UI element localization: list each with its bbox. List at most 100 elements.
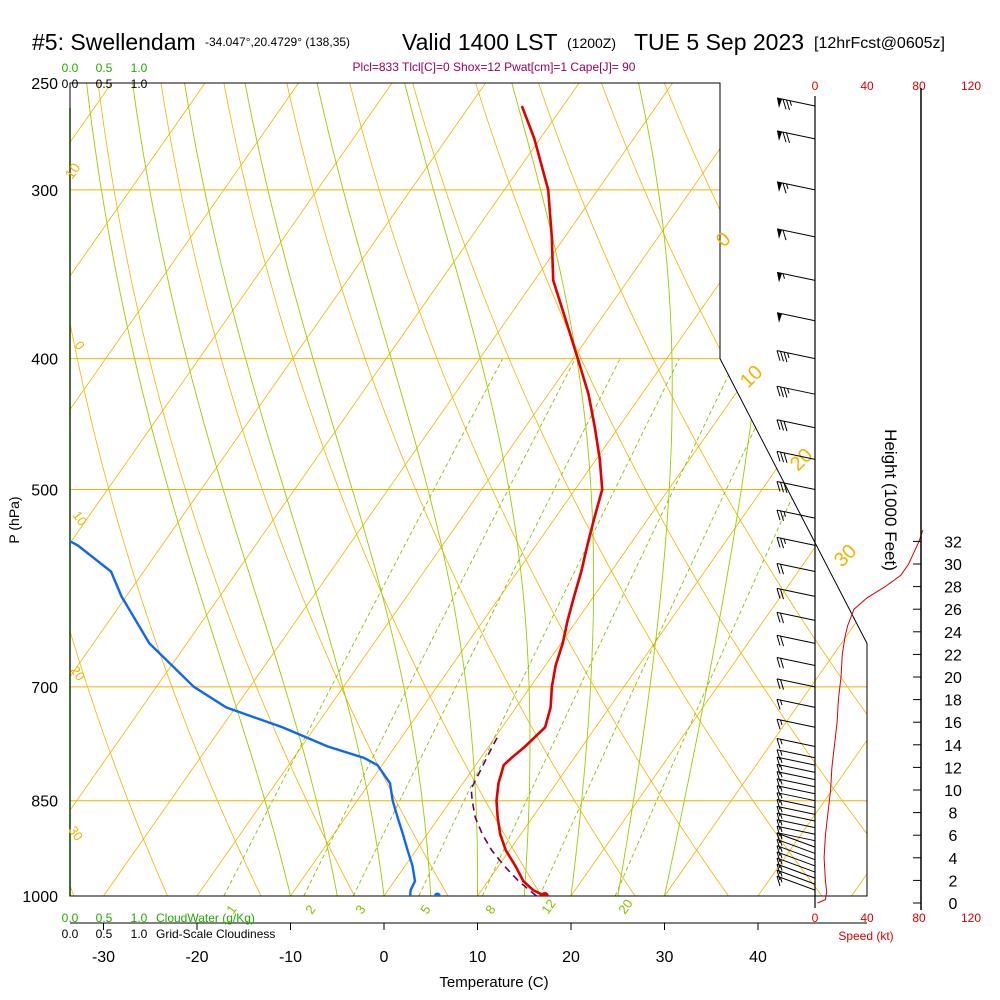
dewpoint-profile-line	[70, 105, 417, 896]
wind-speed-line	[817, 529, 924, 904]
wind-barb-staff	[776, 771, 816, 781]
pressure-tick-label: 400	[31, 352, 58, 369]
wind-barb-half	[780, 739, 783, 745]
cloud-water-tick-bottom: 0.0	[62, 911, 79, 925]
wind-barb	[776, 832, 816, 843]
wind-barb	[776, 863, 816, 879]
wind-barb-full	[776, 588, 781, 599]
wind-barb-full	[776, 350, 781, 361]
pressure-tick-label: 1000	[22, 889, 58, 906]
wind-barb-full	[776, 749, 781, 760]
isotherm-line	[70, 83, 597, 896]
cloudiness-tick-bottom: 1.0	[131, 927, 148, 941]
temperature-tick-label: -10	[279, 949, 302, 966]
wind-barb-half	[780, 826, 783, 833]
wind-barb	[776, 385, 816, 398]
wind-barb-half	[780, 853, 783, 859]
wind-barb-staff	[776, 587, 816, 597]
isotherm-line	[70, 83, 410, 896]
wind-barb-staff	[776, 825, 816, 835]
wind-barb-staff	[776, 763, 816, 773]
moist-adiabat-line	[398, 83, 531, 896]
wind-barb-half	[780, 757, 783, 764]
wind-barb	[776, 271, 816, 283]
wind-barb-full	[776, 771, 781, 782]
height-axis-label: Height (1000 Feet)	[881, 429, 900, 571]
wind-barb-full	[776, 826, 781, 837]
wind-barb-full	[776, 875, 781, 887]
cloud-water-tick-top: 1.0	[131, 61, 148, 75]
wind-barb-full	[780, 386, 784, 398]
pressure-axis: 250 300 400 500 700 850 1000	[22, 76, 58, 906]
wind-barbs	[776, 97, 816, 891]
wind-barb-full	[780, 482, 784, 493]
wind-barb	[776, 509, 816, 521]
wind-barb-half	[780, 793, 783, 799]
wind-barb-staff	[776, 350, 816, 360]
cloud-water-tick-bottom: 1.0	[131, 911, 148, 925]
wind-barb-staff	[776, 718, 816, 728]
wind-barb-half	[780, 786, 783, 792]
wind-barb-staff	[776, 738, 816, 748]
wind-barb-half	[786, 183, 789, 190]
pressure-tick-label: 500	[31, 483, 58, 500]
moist-adiabat-line	[504, 83, 595, 896]
wind-barb-full	[776, 563, 781, 574]
speed-tick-top: 0	[812, 79, 819, 93]
wind-barb-staff	[776, 785, 816, 795]
wind-barb	[776, 785, 816, 796]
wind-barb-full	[780, 658, 784, 669]
temperature-axis-label: Temperature (C)	[439, 974, 548, 991]
isotherm-line	[70, 83, 503, 896]
height-tick-label: 2	[949, 873, 958, 890]
surface-dewpoint-dot	[433, 892, 441, 896]
wind-barb-full	[776, 481, 781, 492]
parcel-profile-line	[470, 734, 537, 896]
cloud-water-label: CloudWater (g/Kg)	[156, 911, 255, 925]
wind-barb-staff	[776, 863, 816, 879]
wind-barb-flag	[777, 181, 782, 192]
wind-barb-half	[787, 352, 790, 358]
wind-barb-staff	[776, 385, 816, 395]
moist-adiabat-line	[180, 83, 385, 896]
left-isotherm-label: 10	[70, 508, 91, 528]
wind-barb-full	[783, 421, 788, 432]
wind-barb	[776, 763, 816, 775]
wind-barb-full	[783, 387, 788, 398]
wind-barb-half	[780, 779, 783, 785]
isotherm-line	[70, 83, 316, 896]
wind-barb-half	[782, 273, 785, 279]
wind-barb	[776, 812, 816, 824]
temperature-tick-label: 40	[749, 949, 767, 966]
wind-barb-full	[780, 351, 784, 362]
wind-barb-full	[776, 806, 781, 817]
wind-barb-half	[789, 100, 792, 106]
height-tick-label: 10	[944, 783, 962, 800]
wind-barb-staff	[776, 657, 816, 666]
wind-barb-full	[776, 537, 781, 548]
moist-adiabat-line	[617, 83, 673, 896]
wind-barb-staff	[776, 749, 816, 759]
wind-barb-staff	[776, 857, 816, 873]
wind-barb-full	[780, 612, 784, 624]
wind-barb	[776, 851, 816, 867]
surface-temperature-dot	[540, 892, 549, 896]
moist-adiabat-line	[240, 83, 432, 896]
wind-barb-half	[780, 806, 783, 813]
cloud-scales: 0.0 0.0 0.0 0.0 0.5 0.5 0.5 0.5 1.0 1.0 1.0 1.0	[62, 61, 148, 941]
wind-barb	[776, 634, 816, 647]
wind-barb-staff	[776, 845, 816, 861]
cloudiness-label: Grid-Scale Cloudiness	[156, 927, 275, 941]
height-tick-label: 26	[944, 602, 962, 619]
wind-barb	[776, 819, 816, 830]
temperature-tick-label: -20	[185, 949, 208, 966]
wind-barb-full	[782, 132, 787, 143]
wind-barb	[776, 857, 816, 873]
height-tick-label: 24	[944, 625, 962, 642]
wind-barb-full	[780, 510, 784, 521]
wind-barb-staff	[776, 869, 816, 885]
wind-barb-full	[782, 229, 787, 241]
wind-barb-full	[776, 870, 781, 881]
cloud-water-tick-top: 0.5	[96, 61, 113, 75]
